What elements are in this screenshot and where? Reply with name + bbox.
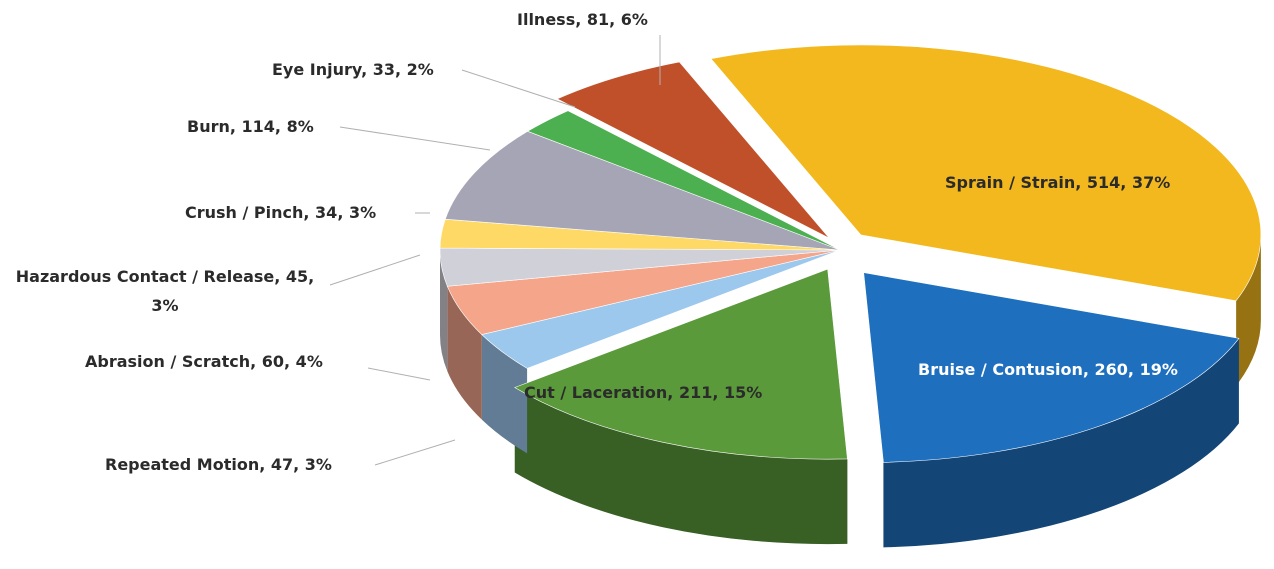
slice-side — [883, 338, 1239, 548]
slice-side — [440, 250, 448, 372]
slice — [526, 110, 841, 251]
data-label: Illness, 81, 6% — [517, 10, 648, 29]
data-label: Abrasion / Scratch, 60, 4% — [85, 352, 323, 371]
slice-side — [1236, 234, 1261, 386]
leader-line — [367, 367, 431, 381]
data-label: Bruise / Contusion, 260, 19% — [918, 360, 1178, 379]
leader-line — [339, 126, 491, 151]
slice-side — [481, 334, 528, 454]
data-label: Hazardous Contact / Release, 45, 3% — [15, 267, 315, 315]
slice — [444, 130, 841, 251]
data-label: Sprain / Strain, 514, 37% — [945, 173, 1171, 192]
slice — [863, 272, 1240, 463]
slice-side — [514, 387, 848, 545]
slice — [514, 268, 848, 460]
leader-line — [461, 69, 576, 108]
leader-line — [329, 254, 421, 286]
data-label: Repeated Motion, 47, 3% — [105, 455, 332, 474]
slice — [710, 44, 1262, 302]
leader-line — [374, 439, 456, 466]
data-label: Crush / Pinch, 34, 3% — [185, 203, 377, 222]
slice — [556, 61, 830, 239]
slice-side — [447, 286, 482, 420]
data-label: Cut / Laceration, 211, 15% — [524, 383, 763, 402]
data-label: Eye Injury, 33, 2% — [272, 60, 434, 79]
data-label: Burn, 114, 8% — [187, 117, 314, 136]
